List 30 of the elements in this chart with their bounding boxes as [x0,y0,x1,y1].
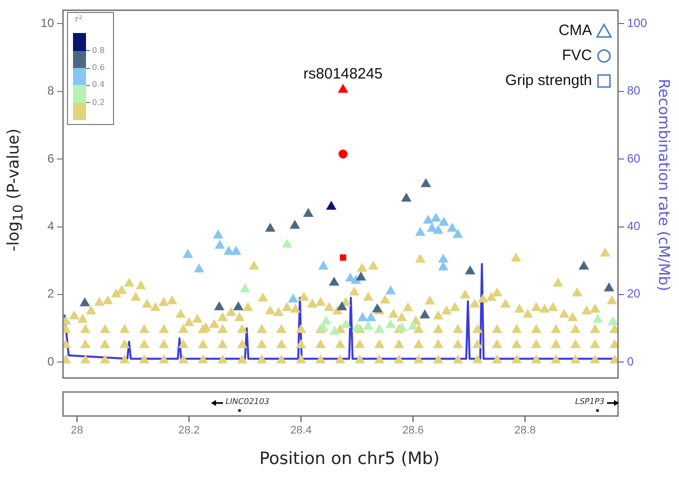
annotation: r² [75,15,82,26]
y-tick-label: 10 [40,16,54,30]
x-tick-label: 28.4 [290,424,312,437]
annotation: 0.6 [92,63,105,73]
y2-tick-label: 60 [627,151,641,166]
y-tick-label: 6 [47,151,54,166]
y2-tick-label: 40 [627,219,641,234]
text: FVC [562,47,592,64]
y2-tick-label: 100 [627,16,648,30]
annotation: rs80148245 [303,65,383,82]
y-tick-label: 2 [47,286,54,301]
y-tick-label: 0 [47,354,54,368]
x-tick-label: 28.8 [514,424,536,437]
text: LSP1P3 [575,397,605,407]
y2-tick-label: 80 [627,84,641,98]
annotation: 0.2 [92,98,105,108]
y-tick-label: 8 [47,84,54,98]
y2-tick-label: 20 [627,286,641,301]
x-tick-label: 28.6 [402,424,424,437]
annotation: 0.4 [92,80,105,90]
y2-tick-label: 0 [627,354,634,368]
text: Grip strength [505,72,592,90]
y-tick-label: 4 [47,219,54,234]
x-axis-title: Position on chr5 (Mb) [258,449,441,469]
x-tick-label: 28 [70,424,84,437]
y2-axis-title: Recombination rate (cM/Mb) [655,78,673,292]
text: LINC02103 [225,397,270,407]
x-tick-label: 28.2 [178,424,200,437]
annotation: 0.8 [92,46,105,56]
text: CMA [558,22,592,40]
